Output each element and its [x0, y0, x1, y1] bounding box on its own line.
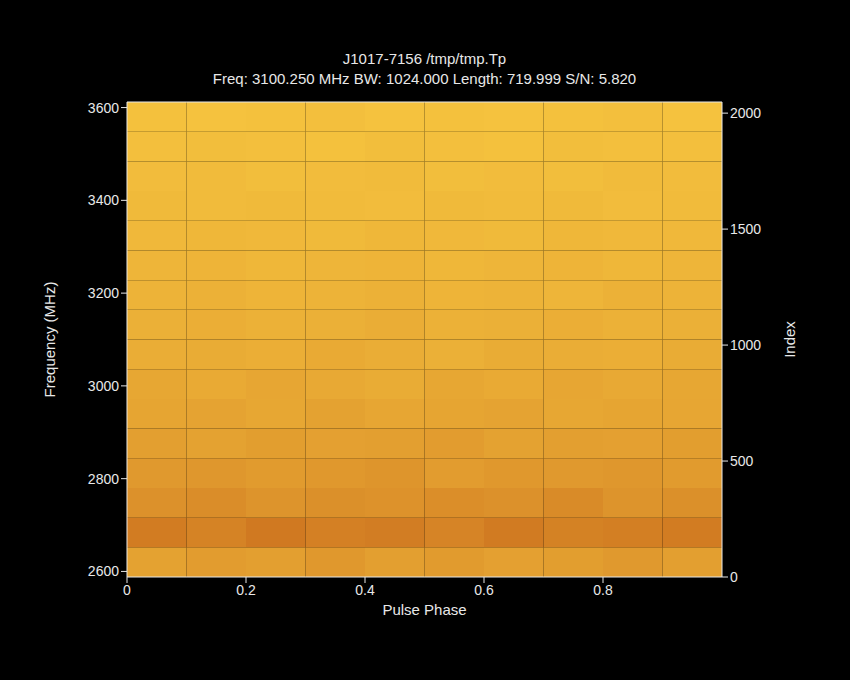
svg-text:2000: 2000 [730, 105, 761, 121]
svg-text:0.2: 0.2 [236, 582, 256, 598]
svg-text:0.4: 0.4 [355, 582, 375, 598]
html-text:Freq: 3100.250 MHz BW: 1024.00: Freq: 3100.250 MHz BW: 1024.000 Length: … [212, 70, 637, 87]
svg-text:3400: 3400 [88, 192, 119, 208]
svg-text:3200: 3200 [88, 285, 119, 301]
svg-text:0: 0 [730, 569, 738, 585]
svg-text:Pulse Phase: Pulse Phase [382, 601, 466, 618]
svg-text:3600: 3600 [88, 100, 119, 116]
svg-text:0.6: 0.6 [474, 582, 494, 598]
svg-text:2800: 2800 [88, 471, 119, 487]
svg-text:3000: 3000 [88, 378, 119, 394]
svg-text:1000: 1000 [730, 337, 761, 353]
svg-text:0.8: 0.8 [593, 582, 613, 598]
svg-text:2600: 2600 [88, 563, 119, 579]
svg-text:Frequency (MHz): Frequency (MHz) [41, 282, 58, 398]
svg-text:500: 500 [730, 453, 754, 469]
svg-text:1500: 1500 [730, 221, 761, 237]
html-text:J1017-7156 /tmp/tmp.Tp: J1017-7156 /tmp/tmp.Tp [342, 50, 507, 67]
svg-text:0: 0 [123, 582, 131, 598]
svg-text:Index: Index [781, 321, 798, 358]
